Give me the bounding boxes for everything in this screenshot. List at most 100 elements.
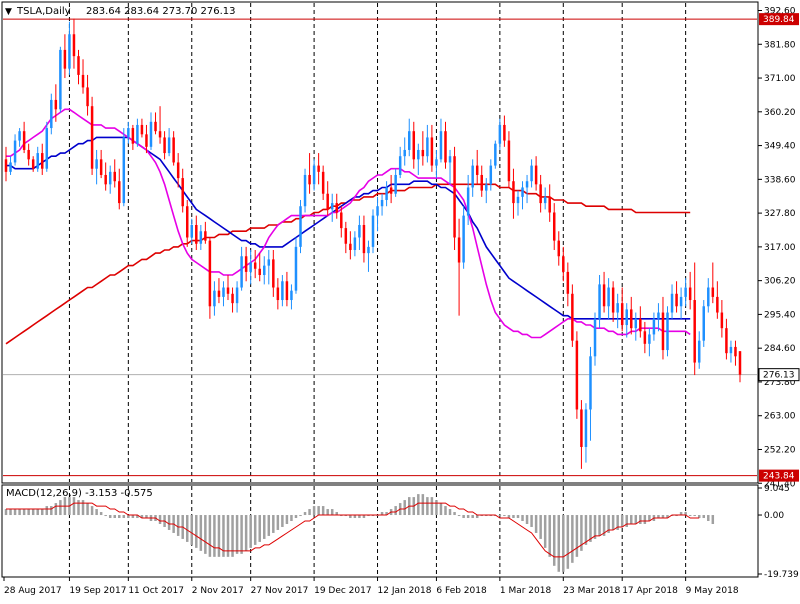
macd-histogram-bar [598,515,601,536]
candle-body [131,128,135,144]
candle-body [199,231,203,244]
candle-body [303,174,307,207]
macd-histogram-bar [72,497,76,516]
candle-body [321,171,325,194]
candle-body [158,131,162,138]
macd-histogram-bar [684,512,687,516]
candle-body [163,137,166,154]
macd-histogram-bar [131,515,135,519]
macd-histogram-bar [344,515,348,517]
candle-body [485,184,488,191]
price-plot [3,18,757,477]
x-tick-label: 9 May 2018 [686,586,739,596]
candle-body [648,334,651,344]
price-panel-frame [1,1,759,484]
candle-body [294,246,298,291]
macd-histogram-bar [462,515,465,519]
candle-body [149,121,153,147]
candle-body [45,128,49,169]
candle-body [734,346,737,357]
candle-body [276,287,280,301]
chart-menu-arrow-icon[interactable]: ▼ [5,7,12,17]
sma-fast-line [6,108,691,339]
macd-histogram-bar [167,515,171,530]
candle-body [602,284,606,307]
x-tick-label: 27 Nov 2017 [251,586,309,596]
macd-histogram-bar [385,512,388,516]
macd-histogram-bar [512,515,515,519]
candle-body [9,162,12,172]
candle-body [571,293,574,341]
candle-body [50,99,53,129]
macd-histogram-bar [688,515,692,517]
candle-body [725,328,728,354]
candle-body [439,131,443,160]
macd-histogram-bar [204,515,207,554]
candle-body [471,165,474,188]
candle-body [380,199,384,207]
macd-histogram-bar [340,515,343,517]
candle-body [190,224,194,238]
candle-body [176,162,180,179]
chart-header-ohlc: 283.64 283.64 273.70 276.13 [86,6,236,17]
candle-body [253,262,257,269]
macd-histogram-bar [18,509,21,516]
candle-body [244,256,248,272]
candle-body [580,409,583,447]
candle-body [512,181,515,204]
macd-histogram-bar [444,506,447,516]
macd-histogram-bar [643,515,647,524]
x-tick-label: 19 Dec 2017 [314,586,372,596]
candle-body [516,196,520,204]
macd-histogram-bar [417,494,420,516]
candle-body [417,149,420,160]
macd-histogram-bar [108,515,112,519]
candle-body [639,318,642,332]
macd-histogram-bar [584,515,588,545]
macd-histogram-bar [702,515,705,519]
candle-body [707,287,710,307]
candle-body [99,159,103,175]
macd-histogram-bar [226,515,230,557]
macd-y-tick-label: 0.00 [764,511,784,521]
candle-body [263,265,266,276]
candle-body [22,131,26,150]
macd-histogram-bar [430,497,434,516]
macd-histogram-bar [312,506,316,516]
candle-body [480,174,483,191]
macd-histogram-bar [521,515,524,521]
candle-body [720,312,724,329]
candle-body [598,284,601,319]
macd-histogram-bar [453,512,456,516]
candle-body [716,296,719,313]
candle-body [68,34,71,69]
macd-histogram-bar [371,515,375,517]
macd-histogram-bar [480,515,483,517]
macd-histogram-bar [190,515,194,545]
candle-body [217,290,221,297]
macd-histogram-bar [45,506,49,516]
candle-body [31,159,35,169]
macd-histogram-bar [258,515,261,542]
level-price-label: 243.84 [763,472,795,482]
candle-body [670,293,674,313]
macd-histogram-bar [580,515,583,551]
candle-body [140,124,144,135]
candle-body [290,290,293,301]
macd-histogram-bar [661,515,665,519]
level-price-tag [759,469,799,482]
candle-body [285,281,289,301]
candle-body [181,178,184,207]
candle-body [18,131,21,141]
candle-body [625,309,628,326]
candle-body [330,203,334,210]
macd-histogram-bar [666,515,669,519]
y-tick-label: 371.00 [764,74,796,84]
macd-histogram-bar [693,515,696,517]
candle-body [729,346,733,354]
candle-body [258,268,261,276]
candle-body [412,131,416,160]
macd-histogram-bar [516,515,520,519]
